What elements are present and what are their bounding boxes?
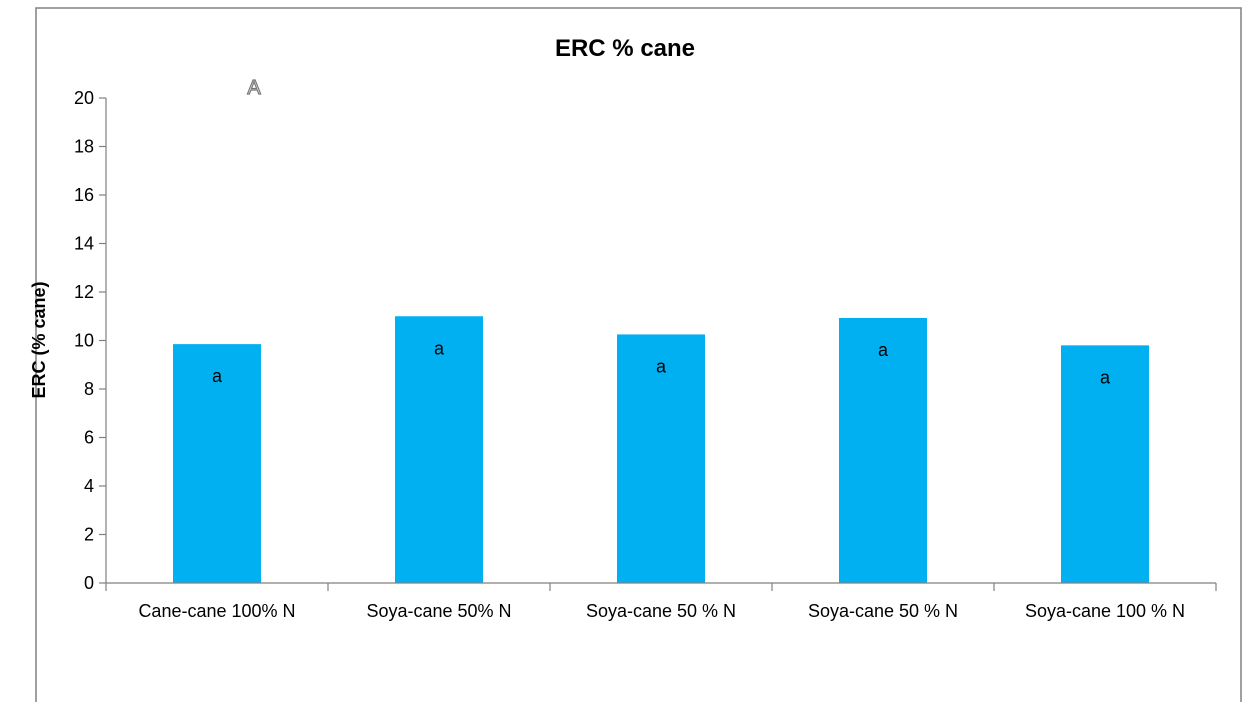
bar (173, 344, 261, 583)
y-tick-label: 4 (84, 476, 94, 496)
bar (839, 317, 927, 583)
y-axis: 0 2 4 6 8 10 12 14 16 18 20 (74, 88, 107, 593)
bar (395, 316, 483, 583)
y-tick-label: 6 (84, 428, 94, 448)
y-tick-label: 10 (74, 331, 94, 351)
chart-title: ERC % cane (555, 35, 695, 62)
y-tick-label: 12 (74, 282, 94, 302)
y-tick-label: 14 (74, 234, 94, 254)
x-category-label: Soya-cane 50% N (366, 601, 511, 621)
y-tick-label: 16 (74, 185, 94, 205)
x-axis: Cane-cane 100% N Soya-cane 50% N Soya-cane… (105, 582, 1217, 621)
y-tick-label: 2 (84, 525, 94, 545)
x-category-label: Cane-cane 100% N (138, 601, 295, 621)
panel-label: A (247, 77, 261, 99)
y-tick-label: 8 (84, 379, 94, 399)
bar-data-label: a (656, 356, 667, 376)
x-category-label: Soya-cane 50 % N (586, 601, 736, 621)
x-category-label: Soya-cane 100 % N (1025, 601, 1185, 621)
chart-border (35, 7, 1242, 702)
bar (617, 334, 705, 583)
bar-data-label: a (878, 340, 889, 360)
bars: a a a a a (173, 316, 1149, 583)
bar-data-label: a (1100, 367, 1111, 387)
y-axis-label: ERC (% cane) (29, 281, 49, 398)
bar-data-label: a (212, 366, 223, 386)
bar-data-label: a (434, 338, 445, 358)
bar (1061, 345, 1149, 583)
y-tick-label: 20 (74, 88, 94, 108)
y-tick-label: 0 (84, 573, 94, 593)
y-tick-label: 18 (74, 137, 94, 157)
x-category-label: Soya-cane 50 % N (808, 601, 958, 621)
